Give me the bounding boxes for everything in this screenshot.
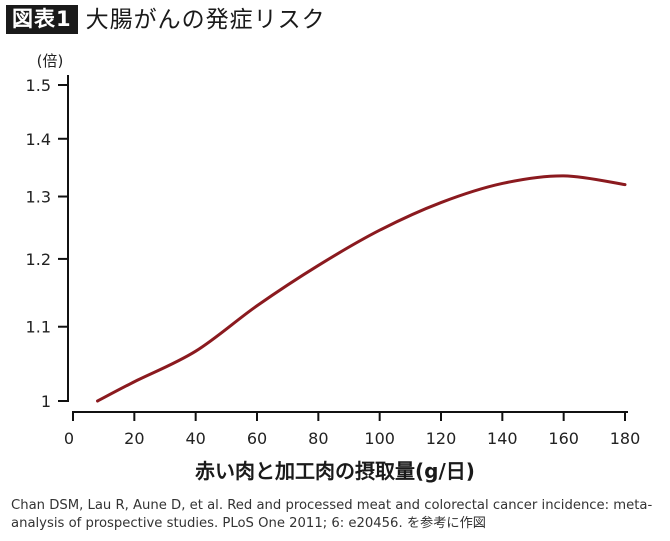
- x-tick-label: 40: [185, 429, 205, 448]
- source-citation: Chan DSM, Lau R, Aune D, et al. Red and …: [11, 497, 666, 533]
- y-axis-unit: (倍): [37, 52, 64, 70]
- figure-header: 図表1 大腸がんの発症リスク: [6, 5, 326, 34]
- x-tick-label: 100: [364, 429, 395, 448]
- x-tick-label: 180: [610, 429, 641, 448]
- y-tick-label: 1.5: [26, 76, 51, 95]
- x-tick-label: 120: [426, 429, 457, 448]
- risk-curve: [96, 174, 627, 403]
- source-line-1: Chan DSM, Lau R, Aune D, et al. Red and …: [11, 498, 653, 513]
- y-tick-label: 1.3: [26, 188, 51, 207]
- source-line-2: analysis of prospective studies. PLoS On…: [11, 516, 486, 531]
- x-tick-label: 20: [124, 429, 144, 448]
- y-tick-label: 1: [41, 392, 51, 411]
- x-tick-label: 160: [548, 429, 579, 448]
- chart-title: 大腸がんの発症リスク: [85, 6, 326, 33]
- x-tick-label: 140: [487, 429, 518, 448]
- x-tick-label: 80: [308, 429, 328, 448]
- y-tick-label: 1.4: [26, 130, 51, 149]
- figure-badge: 図表1: [6, 5, 78, 34]
- y-tick-label: 1.2: [26, 250, 51, 269]
- y-tick-label: 1.1: [26, 318, 51, 337]
- x-tick-label: 0: [64, 429, 74, 448]
- x-tick-label: 60: [247, 429, 267, 448]
- x-axis-label: 赤い肉と加工肉の摂取量(g/日): [195, 459, 475, 483]
